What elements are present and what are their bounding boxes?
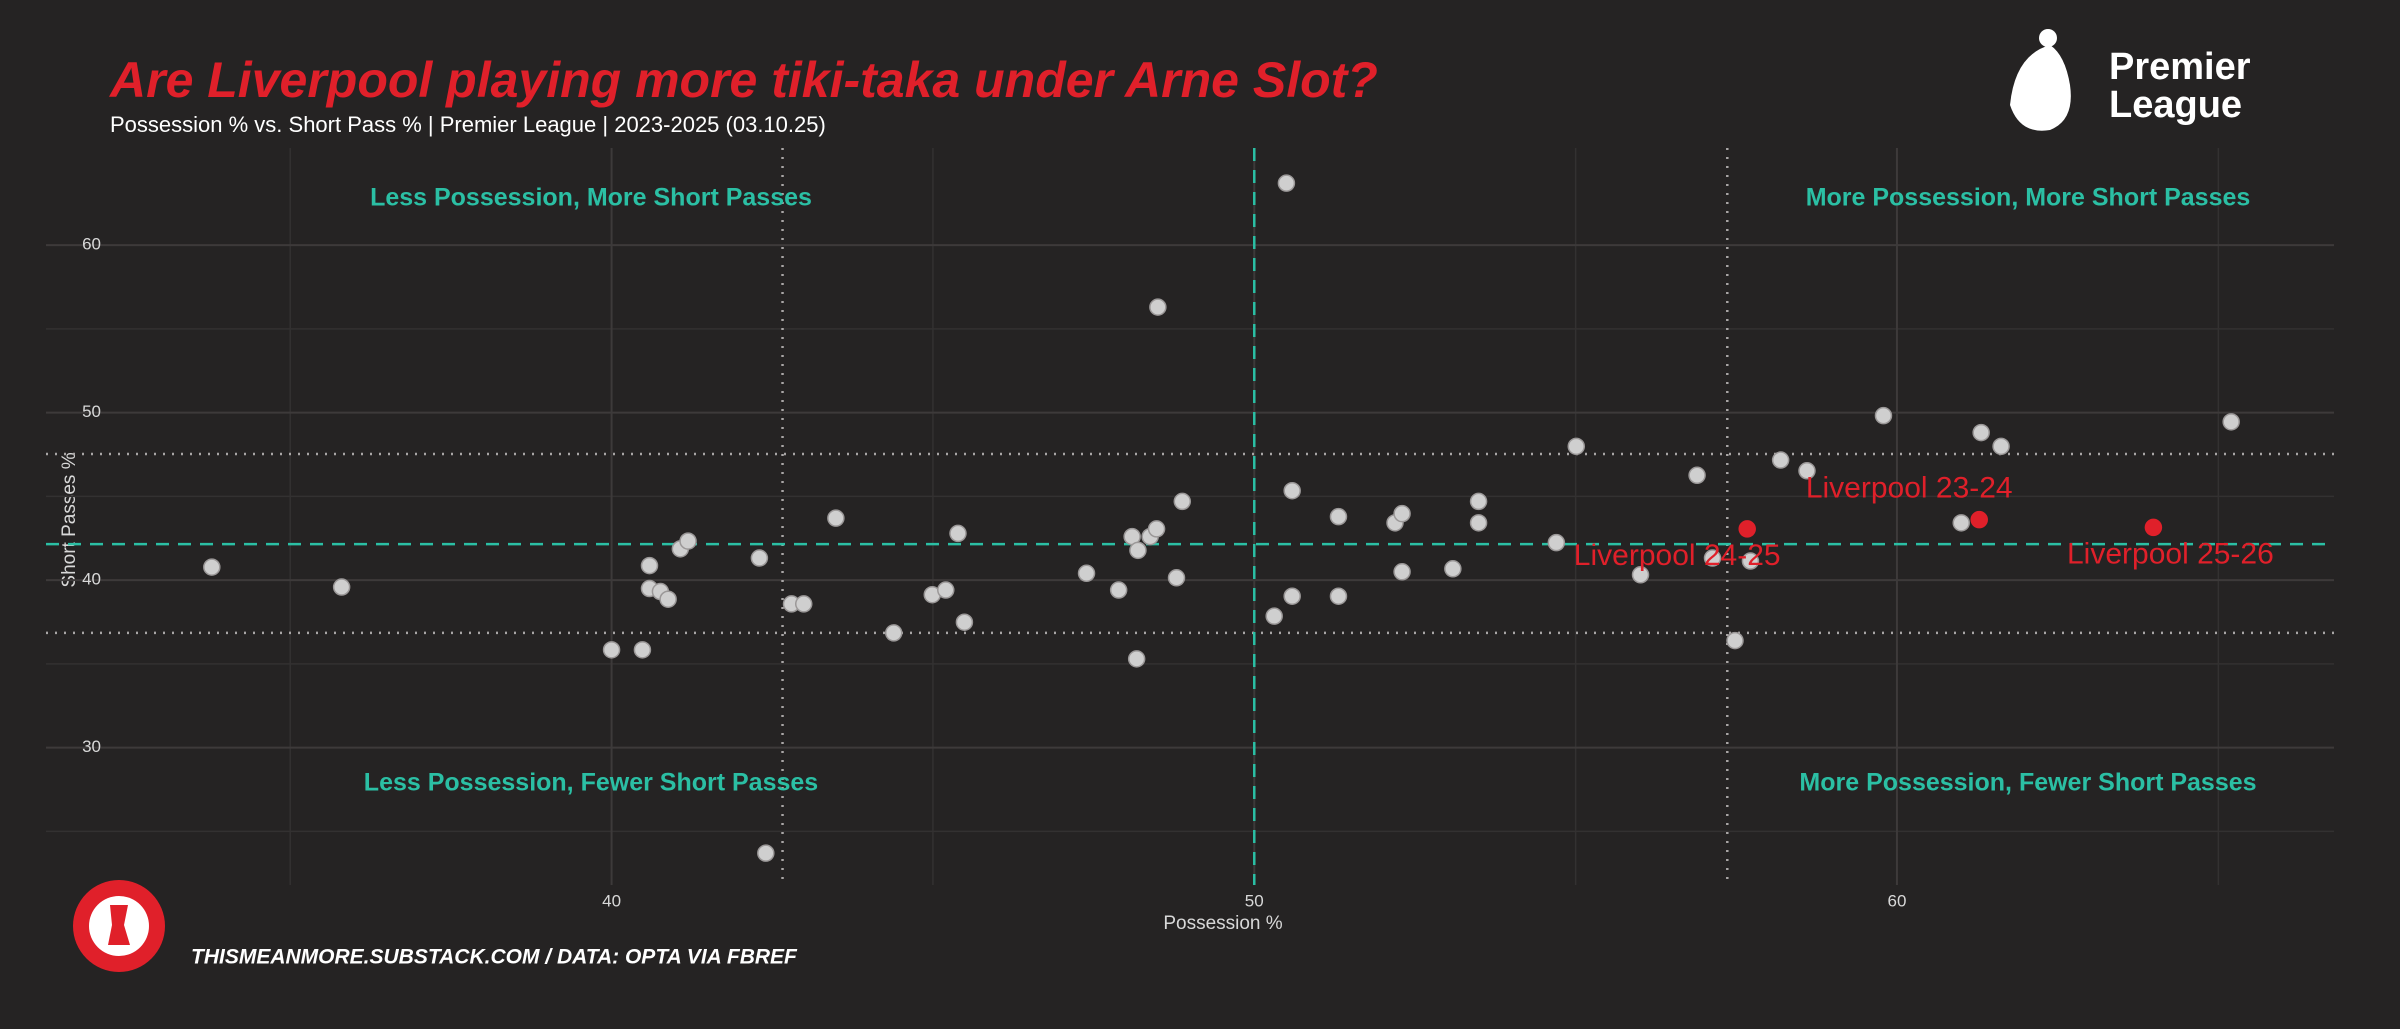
data-point	[1265, 607, 1283, 625]
highlight-point	[1738, 520, 1756, 538]
data-point	[884, 624, 903, 642]
data-point	[1444, 560, 1462, 578]
data-point	[1147, 520, 1166, 538]
data-point	[633, 641, 652, 659]
data-point	[679, 532, 697, 550]
x-tick-label: 50	[1245, 891, 1264, 910]
footer: THISMEANMORE.SUBSTACK.COM / DATA: OPTA V…	[191, 946, 798, 969]
data-point	[1277, 174, 1296, 192]
data-point	[1077, 564, 1096, 583]
x-axis-label: Possession %	[1163, 913, 1282, 934]
data-point	[602, 641, 621, 659]
premier-league-logo: Premier League	[2010, 29, 2251, 131]
data-point	[1329, 507, 1348, 526]
data-point	[1972, 423, 1990, 442]
lion-icon	[2010, 45, 2071, 131]
data-point	[203, 558, 221, 576]
y-tick-label: 50	[82, 402, 101, 421]
data-point	[1393, 563, 1411, 581]
data-point	[1329, 587, 1348, 605]
club-logo	[73, 880, 165, 972]
data-point	[1283, 587, 1301, 605]
quadrant-label: More Possession, More Short Passes	[1806, 184, 2251, 212]
data-point	[1547, 533, 1566, 552]
quadrant-label: Less Possession, More Short Passes	[370, 184, 812, 212]
quadrant-label: Less Possession, Fewer Short Passes	[364, 769, 818, 797]
data-point	[955, 613, 974, 631]
quadrant-label: More Possession, Fewer Short Passes	[1799, 769, 2256, 797]
data-point	[640, 556, 659, 575]
highlight-point	[1970, 510, 1988, 529]
data-point	[332, 578, 351, 596]
data-point	[1798, 462, 1816, 480]
y-tick-label: 40	[82, 570, 101, 589]
data-point	[1703, 549, 1722, 567]
point-label: Liverpool 23-24	[1806, 472, 2013, 505]
data-point	[1726, 631, 1744, 650]
data-point	[794, 595, 813, 613]
data-point	[1167, 569, 1186, 587]
y-axis-label: Short Passes %	[59, 452, 80, 587]
data-point	[1952, 514, 1970, 532]
data-point	[2222, 413, 2240, 431]
data-point	[1741, 552, 1760, 570]
data-point	[1567, 437, 1586, 456]
data-point	[1771, 451, 1790, 469]
y-tick-label: 30	[82, 737, 101, 756]
data-point	[659, 590, 677, 608]
logo-text: Premier	[2109, 46, 2251, 88]
liverbird-icon	[108, 905, 130, 945]
data-point	[827, 509, 845, 527]
y-tick-label: 60	[82, 235, 101, 254]
highlight-point	[2144, 518, 2163, 537]
data-point	[1874, 406, 1893, 425]
data-point	[757, 844, 775, 862]
x-tick-label: 40	[602, 891, 621, 910]
data-point	[1631, 566, 1650, 584]
data-point	[1992, 437, 2010, 456]
data-point	[1393, 504, 1411, 523]
data-point	[1173, 492, 1192, 511]
data-point	[1127, 650, 1146, 668]
data-point	[1109, 581, 1128, 599]
data-point	[1149, 298, 1167, 316]
logo-text: League	[2109, 84, 2242, 126]
data-point	[1129, 541, 1147, 560]
point-label: Liverpool 25-26	[2067, 537, 2274, 570]
crown-icon	[2039, 29, 2057, 47]
data-point	[1469, 492, 1488, 511]
chart-title: Are Liverpool playing more tiki-taka und…	[108, 52, 1378, 108]
x-tick-label: 60	[1888, 891, 1907, 910]
data-point	[1469, 514, 1488, 532]
data-point	[937, 581, 955, 599]
data-point	[949, 524, 967, 543]
data-point	[1283, 481, 1301, 500]
chart-subtitle: Possession % vs. Short Pass % | Premier …	[110, 112, 826, 137]
data-point	[750, 549, 769, 567]
data-point	[1688, 466, 1706, 485]
point-label: Liverpool 24-25	[1574, 539, 1781, 572]
